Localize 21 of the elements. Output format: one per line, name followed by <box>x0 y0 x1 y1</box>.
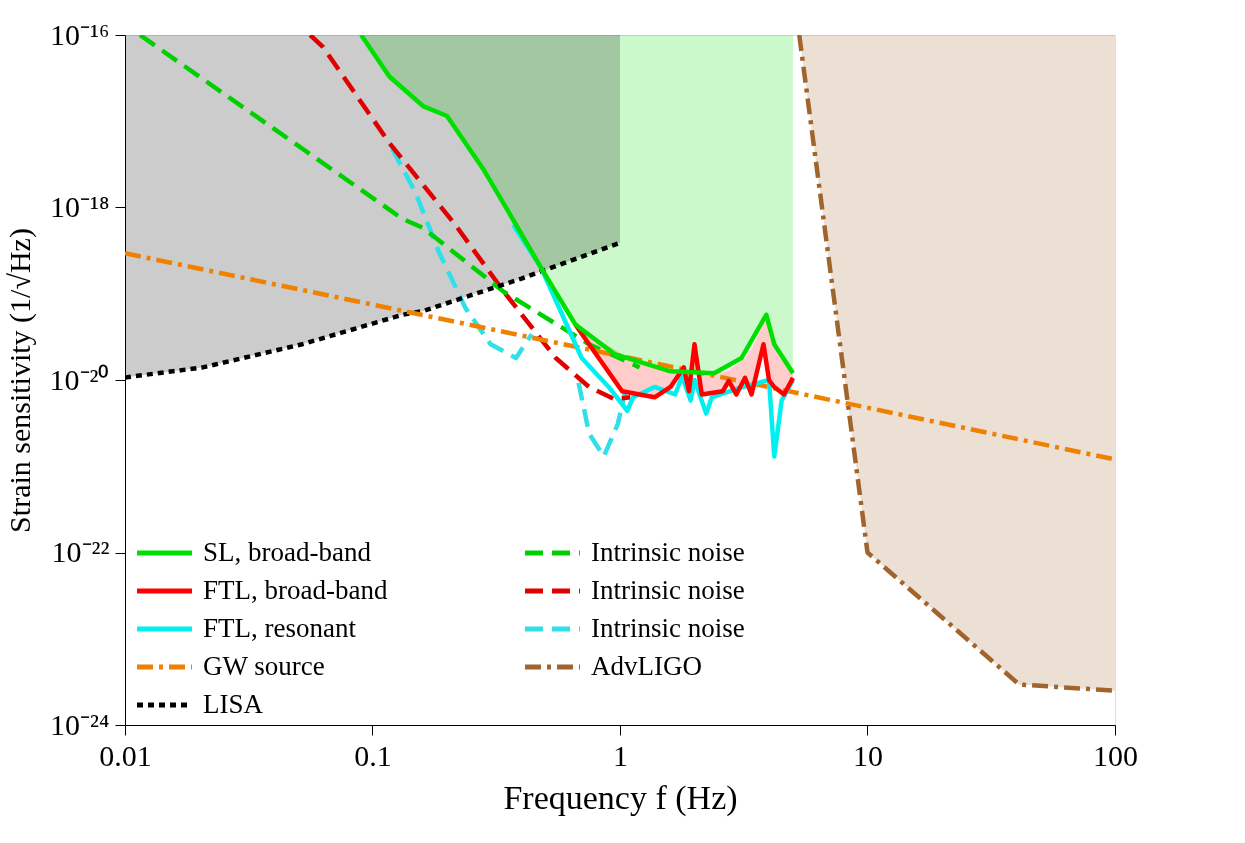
legend-label: GW source <box>203 651 325 681</box>
legend-label: Intrinsic noise <box>591 613 745 643</box>
legend-label: Intrinsic noise <box>591 575 745 605</box>
x-tick-label: 100 <box>1093 738 1138 772</box>
legend-label: SL, broad-band <box>203 537 372 567</box>
legend-label: FTL, broad-band <box>203 575 388 605</box>
y-axis-title: Strain sensitivity (1/√Hz) <box>2 228 37 533</box>
y-tick-label: 10⁻²⁴ <box>50 707 110 741</box>
legend-label: FTL, resonant <box>203 613 357 643</box>
x-tick-label: 1 <box>613 738 628 772</box>
x-tick-label: 0.1 <box>354 738 392 772</box>
legend-label: Intrinsic noise <box>591 537 745 567</box>
legend-label: AdvLIGO <box>591 651 702 681</box>
legend-label: LISA <box>203 689 264 719</box>
y-tick-label: 10⁻²⁰ <box>49 362 110 396</box>
x-tick-label: 10 <box>853 738 883 772</box>
x-axis-title: Frequency f (Hz) <box>503 778 738 817</box>
y-tick-label: 10⁻²² <box>51 535 110 568</box>
y-tick-label: 10⁻¹⁸ <box>50 190 110 223</box>
y-tick-label: 10⁻¹⁶ <box>50 17 110 51</box>
x-tick-label: 0.01 <box>99 738 152 772</box>
